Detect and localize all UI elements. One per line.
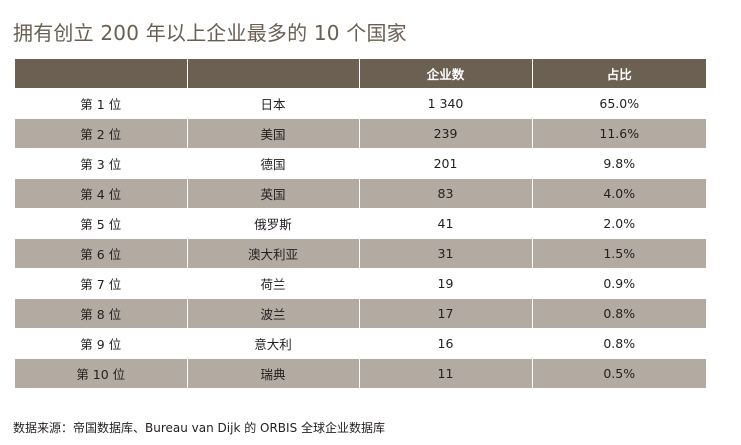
rank-cell: 第 4 位 xyxy=(15,178,188,209)
table-row: 第 10 位 瑞典 11 0.5% xyxy=(15,358,706,389)
share-cell: 0.8% xyxy=(532,328,706,359)
count-cell: 239 xyxy=(359,118,533,149)
company-count-table: 企业数 占比 第 1 位 日本 1 340 65.0% 第 2 位 美国 239… xyxy=(15,59,706,389)
count-cell: 19 xyxy=(359,268,533,299)
count-cell: 41 xyxy=(359,208,533,239)
rank-cell: 第 7 位 xyxy=(15,268,188,299)
header-company-count: 企业数 xyxy=(359,59,533,89)
share-cell: 11.6% xyxy=(532,118,706,149)
rank-cell: 第 1 位 xyxy=(15,88,188,119)
share-cell: 9.8% xyxy=(532,148,706,179)
header-country xyxy=(187,59,360,89)
rank-cell: 第 5 位 xyxy=(15,208,188,239)
table-row: 第 9 位 意大利 16 0.8% xyxy=(15,328,706,359)
share-cell: 0.5% xyxy=(532,358,706,389)
table-header-row: 企业数 占比 xyxy=(15,59,706,89)
count-cell: 1 340 xyxy=(359,88,533,119)
rank-cell: 第 6 位 xyxy=(15,238,188,269)
share-cell: 1.5% xyxy=(532,238,706,269)
header-rank xyxy=(15,59,188,89)
table-row: 第 4 位 英国 83 4.0% xyxy=(15,178,706,209)
table-row: 第 6 位 澳大利亚 31 1.5% xyxy=(15,238,706,269)
share-cell: 2.0% xyxy=(532,208,706,239)
rank-cell: 第 8 位 xyxy=(15,298,188,329)
share-cell: 4.0% xyxy=(532,178,706,209)
table-row: 第 8 位 波兰 17 0.8% xyxy=(15,298,706,329)
country-cell: 英国 xyxy=(187,178,360,209)
country-cell: 美国 xyxy=(187,118,360,149)
country-cell: 意大利 xyxy=(187,328,360,359)
table-row: 第 5 位 俄罗斯 41 2.0% xyxy=(15,208,706,239)
share-cell: 0.8% xyxy=(532,298,706,329)
share-cell: 65.0% xyxy=(532,88,706,119)
count-cell: 11 xyxy=(359,358,533,389)
rank-cell: 第 10 位 xyxy=(15,358,188,389)
table-row: 第 7 位 荷兰 19 0.9% xyxy=(15,268,706,299)
count-cell: 16 xyxy=(359,328,533,359)
page-title: 拥有创立 200 年以上企业最多的 10 个国家 xyxy=(13,21,407,45)
count-cell: 83 xyxy=(359,178,533,209)
table-row: 第 1 位 日本 1 340 65.0% xyxy=(15,88,706,119)
country-cell: 荷兰 xyxy=(187,268,360,299)
rank-cell: 第 3 位 xyxy=(15,148,188,179)
share-cell: 0.9% xyxy=(532,268,706,299)
country-cell: 瑞典 xyxy=(187,358,360,389)
header-share: 占比 xyxy=(532,59,706,89)
source-note: 数据来源：帝国数据库、Bureau van Dijk 的 ORBIS 全球企业数… xyxy=(13,421,386,435)
country-cell: 波兰 xyxy=(187,298,360,329)
count-cell: 31 xyxy=(359,238,533,269)
country-cell: 日本 xyxy=(187,88,360,119)
country-cell: 俄罗斯 xyxy=(187,208,360,239)
rank-cell: 第 2 位 xyxy=(15,118,188,149)
country-cell: 澳大利亚 xyxy=(187,238,360,269)
rank-cell: 第 9 位 xyxy=(15,328,188,359)
count-cell: 201 xyxy=(359,148,533,179)
country-cell: 德国 xyxy=(187,148,360,179)
count-cell: 17 xyxy=(359,298,533,329)
table-row: 第 3 位 德国 201 9.8% xyxy=(15,148,706,179)
table-row: 第 2 位 美国 239 11.6% xyxy=(15,118,706,149)
